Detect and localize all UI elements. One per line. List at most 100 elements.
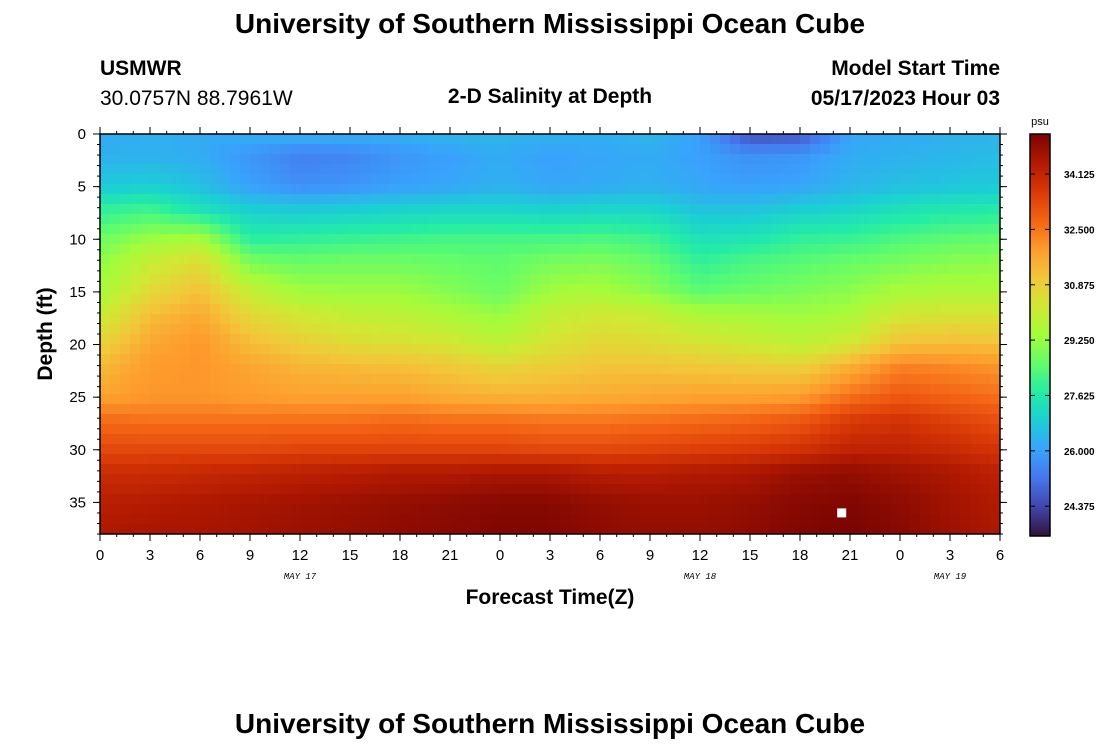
heatmap-cell xyxy=(260,524,271,534)
heatmap-cell xyxy=(360,444,371,455)
heatmap-cell xyxy=(680,284,691,295)
heatmap-cell xyxy=(640,274,651,285)
heatmap-cell xyxy=(160,244,171,255)
heatmap-cell xyxy=(120,214,131,225)
heatmap-cell xyxy=(700,134,711,145)
heatmap-cell xyxy=(450,184,461,195)
heatmap-cell xyxy=(980,294,991,305)
heatmap-cell xyxy=(320,134,331,145)
heatmap-cell xyxy=(880,494,891,505)
heatmap-cell xyxy=(880,474,891,485)
heatmap-cell xyxy=(120,274,131,285)
heatmap-cell xyxy=(590,354,601,365)
heatmap-cell xyxy=(680,434,691,445)
heatmap-cell xyxy=(890,494,901,505)
heatmap-cell xyxy=(230,404,241,415)
heatmap-cell xyxy=(230,354,241,365)
heatmap-cell xyxy=(450,194,461,205)
heatmap-cell xyxy=(320,144,331,155)
heatmap-cell xyxy=(920,494,931,505)
heatmap-cell xyxy=(360,494,371,505)
heatmap-cell xyxy=(440,194,451,205)
heatmap-cell xyxy=(810,304,821,315)
heatmap-cell xyxy=(890,414,901,425)
heatmap-cell xyxy=(840,174,851,185)
heatmap-cell xyxy=(150,234,161,245)
heatmap-cell xyxy=(330,194,341,205)
heatmap-cell xyxy=(520,234,531,245)
heatmap-cell xyxy=(270,134,281,145)
colorbar-tick-label: 24.375 xyxy=(1064,502,1095,513)
heatmap-cell xyxy=(360,284,371,295)
heatmap-cell xyxy=(550,434,561,445)
heatmap-cell xyxy=(340,184,351,195)
heatmap-cell xyxy=(370,424,381,435)
heatmap-cell xyxy=(600,484,611,495)
heatmap-cell xyxy=(750,404,761,415)
heatmap-cell xyxy=(510,204,521,215)
heatmap-cell xyxy=(940,324,951,335)
heatmap-cell xyxy=(340,304,351,315)
heatmap-cell xyxy=(840,514,851,525)
heatmap-cell xyxy=(870,494,881,505)
heatmap-cell xyxy=(830,494,841,505)
heatmap-cell xyxy=(600,454,611,465)
heatmap-cell xyxy=(660,214,671,225)
heatmap-cell xyxy=(810,364,821,375)
heatmap-cell xyxy=(920,254,931,265)
heatmap-cell xyxy=(520,214,531,225)
heatmap-cell xyxy=(490,524,501,534)
heatmap-cell xyxy=(930,354,941,365)
heatmap-cell xyxy=(570,484,581,495)
heatmap-cell xyxy=(220,134,231,145)
heatmap-cell xyxy=(510,184,521,195)
heatmap-cell xyxy=(540,264,551,275)
heatmap-cell xyxy=(440,174,451,185)
heatmap-cell xyxy=(110,304,121,315)
heatmap-cell xyxy=(610,254,621,265)
heatmap-cell xyxy=(860,514,871,525)
heatmap-cell xyxy=(690,134,701,145)
heatmap-cell xyxy=(840,494,851,505)
heatmap-cell xyxy=(770,244,781,255)
heatmap-cell xyxy=(310,504,321,515)
heatmap-cell xyxy=(140,444,151,455)
heatmap-cell xyxy=(770,474,781,485)
heatmap-cell xyxy=(190,314,201,325)
heatmap-cell xyxy=(820,404,831,415)
heatmap-cell xyxy=(890,514,901,525)
heatmap-cell xyxy=(750,394,761,405)
x-tick-label: 3 xyxy=(546,547,554,564)
heatmap-cell xyxy=(380,404,391,415)
heatmap-cell xyxy=(960,214,971,225)
heatmap-cell xyxy=(900,404,911,415)
heatmap-cell xyxy=(360,224,371,235)
heatmap-cell xyxy=(160,454,171,465)
heatmap-cell xyxy=(790,364,801,375)
heatmap-cell xyxy=(940,274,951,285)
heatmap-cell xyxy=(710,374,721,385)
heatmap-cell xyxy=(450,274,461,285)
heatmap-cell xyxy=(100,164,111,175)
heatmap-cell xyxy=(600,514,611,525)
heatmap-cell xyxy=(500,254,511,265)
heatmap-cell xyxy=(780,184,791,195)
heatmap-cell xyxy=(730,444,741,455)
heatmap-cell xyxy=(600,154,611,165)
heatmap-cell xyxy=(610,374,621,385)
heatmap-cell xyxy=(370,524,381,534)
heatmap-cell xyxy=(630,504,641,515)
heatmap-cell xyxy=(430,344,441,355)
heatmap-cell xyxy=(140,144,151,155)
heatmap-cell xyxy=(710,454,721,465)
heatmap-cell xyxy=(730,264,741,275)
heatmap-cell xyxy=(480,364,491,375)
heatmap-cell xyxy=(400,304,411,315)
heatmap-cell xyxy=(250,244,261,255)
heatmap-cell xyxy=(430,214,441,225)
heatmap-cell xyxy=(480,424,491,435)
heatmap-cell xyxy=(300,454,311,465)
heatmap-cell xyxy=(680,524,691,534)
heatmap-cell xyxy=(440,254,451,265)
heatmap-cell xyxy=(870,444,881,455)
